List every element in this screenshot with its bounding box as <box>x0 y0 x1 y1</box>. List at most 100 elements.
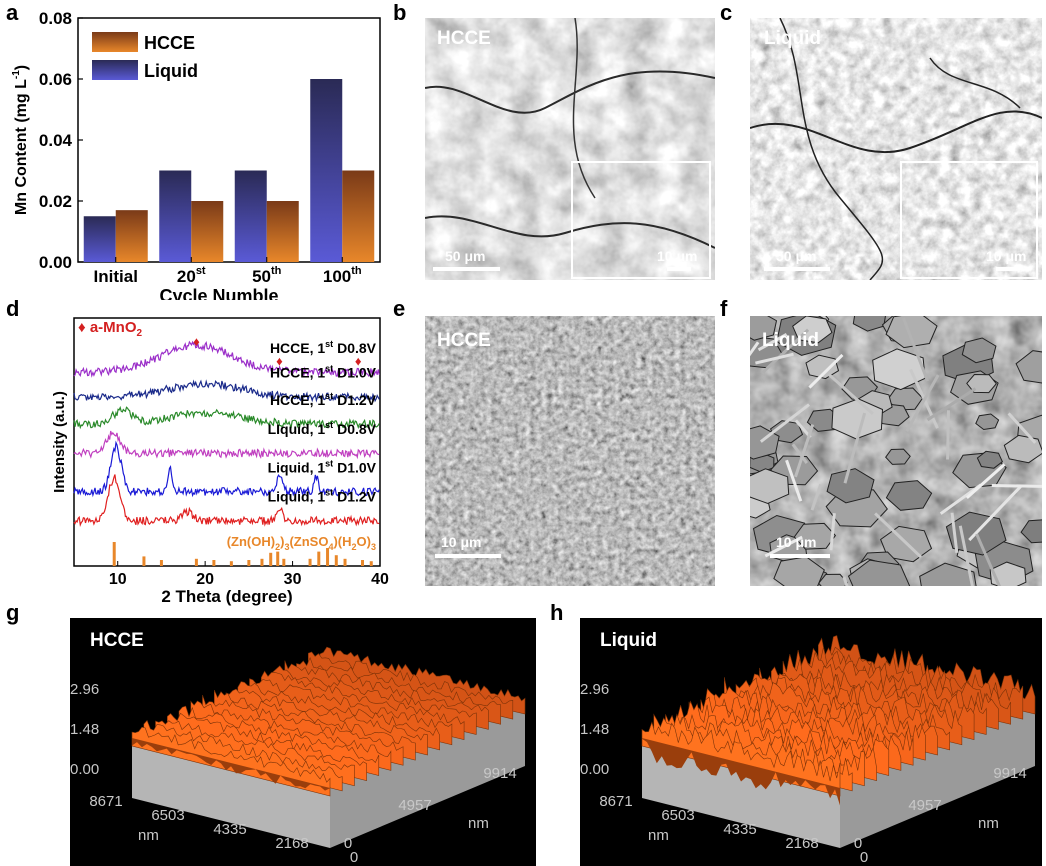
crystal-needle <box>874 512 922 559</box>
scale-label-b-inset: 10 μm <box>657 248 698 264</box>
sem-image-hcce: HCCE 50 μm 10 μm <box>425 18 715 280</box>
afm-surface-g: 2.96 1.48 0.00 8671 6503 4335 2168 0 nm 9914 4957 0… <box>70 646 526 866</box>
afm-ridge <box>131 726 331 797</box>
x-tick-label: 10 <box>109 571 127 588</box>
xrd-series-line-4 <box>73 440 380 498</box>
y-tick-label: 0.00 <box>39 253 72 272</box>
afm-label-g: HCCE <box>90 630 144 651</box>
sem-label-e: HCCE <box>437 330 491 351</box>
crystal-plate <box>826 468 875 504</box>
bar-liquid-2 <box>234 170 267 262</box>
afm-unit-left: nm <box>648 827 669 844</box>
xrd-series-label-3: LIquid, 1st D0.8V <box>268 420 377 437</box>
sem-image-liquid: Liquid 50 μm 10 μm <box>750 18 1042 280</box>
afm-z-tick: 1.48 <box>580 721 609 738</box>
xrd-series-line-3 <box>73 430 380 460</box>
bar-liquid-1 <box>159 170 192 262</box>
panel-letter-f: f <box>720 296 728 321</box>
crystal-plate <box>976 450 1004 469</box>
reference-label: (Zn(OH)2)3(ZnSO4)(H2O)3 <box>227 534 376 552</box>
panel-letter-a: a <box>6 0 19 25</box>
afm-unit-right: nm <box>978 815 999 832</box>
scale-bar-b-main <box>433 267 500 271</box>
afm-left-tick: 8671 <box>89 793 122 810</box>
crystal-needle <box>759 403 810 443</box>
crystal-plate <box>1020 519 1042 544</box>
crystal-plate <box>1015 350 1042 384</box>
inset-box-b <box>571 161 711 279</box>
afm-z-tick: 0.00 <box>70 761 99 778</box>
crystal-needle <box>750 341 760 357</box>
crystal-needle <box>946 410 950 460</box>
crystal-needle <box>829 513 836 551</box>
crystal-plate <box>885 480 933 511</box>
bar-liquid-0 <box>83 216 116 262</box>
sem-label-b: HCCE <box>437 28 491 49</box>
afm-side-right <box>330 706 525 848</box>
panel-letter-c: c <box>720 0 733 25</box>
afm-left-tick: 0 <box>860 849 868 866</box>
xrd-series-line-0 <box>73 340 380 378</box>
afm-side-left <box>642 738 840 848</box>
xrd-series-line-5 <box>73 474 380 527</box>
x-tick-label: 30 <box>284 571 302 588</box>
sem-label-c: Liquid <box>764 28 821 49</box>
plot-frame-d <box>73 317 381 567</box>
x-axis-label: Cycle Numble <box>159 286 278 300</box>
x-tick-label: 20st <box>177 265 206 286</box>
crystal-needle <box>991 484 1042 488</box>
xrd-chart: (Zn(OH)2)3(ZnSO4)(H2O)3 HCCE, 1st D0.8V HC… <box>51 317 389 606</box>
crystal-needle <box>810 483 823 511</box>
crystal-plate <box>805 354 840 380</box>
crystal-needle <box>968 484 1023 542</box>
bar-chart-mn-content: Initial 20st 50th 100th 0.00 0.02 0.04 0.06 0.08… <box>11 9 381 300</box>
crystal-needle <box>843 412 867 484</box>
crystal-needle <box>808 353 844 389</box>
crystal-needle <box>761 328 810 374</box>
mno2-marker: ♦ <box>276 353 283 368</box>
afm-right-tick: 4957 <box>908 797 941 814</box>
scale-bar-c-main <box>764 267 830 271</box>
sem-image-hcce-highmag: HCCE 10 μm <box>425 316 715 586</box>
legend-label-hcce: HCCE <box>144 33 195 53</box>
crystal-needle <box>785 459 803 502</box>
bar-hcce-3 <box>342 170 375 262</box>
afm-image-liquid: 2.96 1.48 0.00 8671 6503 4335 2168 0 nm 9914 4957 0… <box>580 618 1042 866</box>
afm-right-tick: 9914 <box>993 765 1026 782</box>
afm-right-tick: 0 <box>344 835 352 852</box>
afm-left-tick: 0 <box>350 849 358 866</box>
afm-left-tick: 2168 <box>275 835 308 852</box>
x-tick-label: 100th <box>323 265 362 286</box>
mno2-marker: ♦ <box>193 334 200 349</box>
crystal-needle <box>791 443 809 464</box>
afm-left-tick: 2168 <box>785 835 818 852</box>
afm-front-edge <box>642 738 840 806</box>
crystal-needle <box>794 424 815 478</box>
afm-right-tick: 9914 <box>483 765 516 782</box>
crystal-plate <box>885 448 911 465</box>
x-tick-label: Initial <box>94 267 138 286</box>
scale-label-b-main: 50 μm <box>445 248 486 264</box>
crystal-needle <box>975 533 1001 586</box>
panel-letter-d: d <box>6 296 20 321</box>
afm-z-tick: 1.48 <box>70 721 99 738</box>
bar-hcce-0 <box>115 210 148 262</box>
x-tick-label: 20 <box>196 571 214 588</box>
crystal-plate <box>872 348 926 391</box>
crystal-plate <box>750 468 790 505</box>
y-tick-label: 0.02 <box>39 192 72 211</box>
y-axis-label: Intensity (a.u.) <box>51 391 68 493</box>
y-tick-label: 0.04 <box>39 131 73 150</box>
y-tick-label: 0.06 <box>39 70 72 89</box>
scale-label-e: 10 μm <box>441 534 482 550</box>
x-tick-label: 50th <box>252 265 282 286</box>
scale-label-f: 10 μm <box>776 534 817 550</box>
panel-letter-e: e <box>393 296 406 321</box>
scale-bar-e <box>435 554 501 558</box>
xrd-series-label-1: HCCE, 1st D1.0V <box>270 364 377 381</box>
crystal-plate <box>975 413 1000 431</box>
xrd-series-line-1 <box>73 379 380 403</box>
crystal-needle <box>950 512 959 553</box>
afm-z-tick: 2.96 <box>70 681 99 698</box>
afm-unit-left: nm <box>138 827 159 844</box>
